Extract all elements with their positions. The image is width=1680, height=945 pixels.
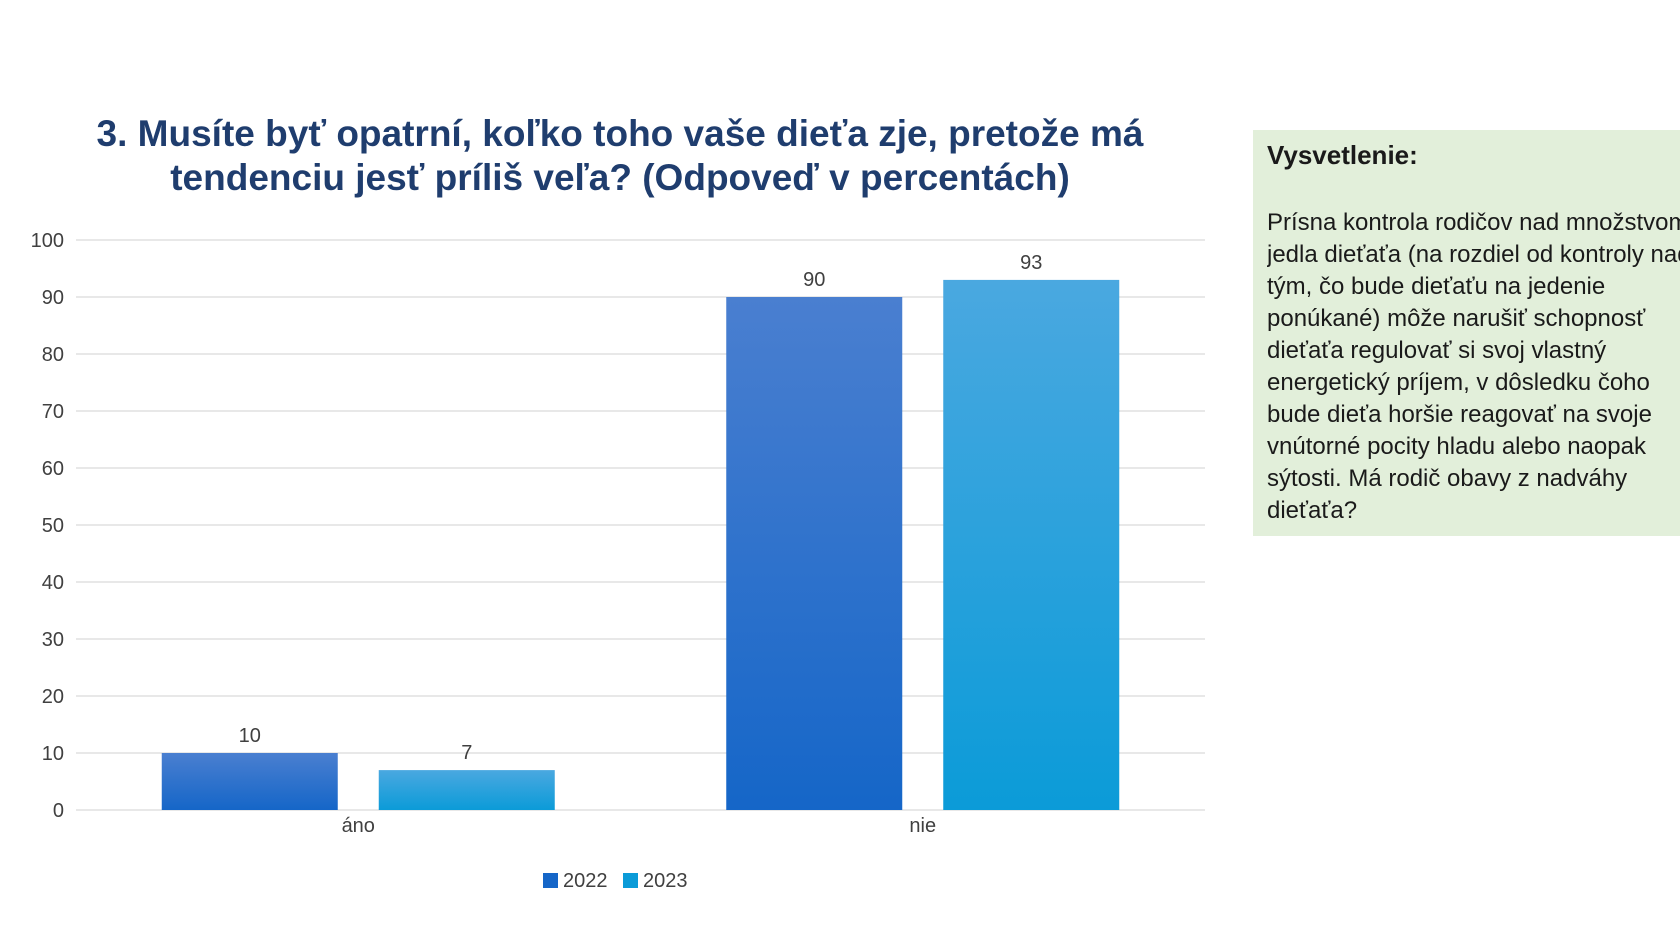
legend-swatch xyxy=(543,873,558,888)
explanation-panel: Vysvetlenie: Prísna kontrola rodičov nad… xyxy=(1253,130,1680,536)
data-label: 10 xyxy=(239,725,261,747)
bar-2022-áno xyxy=(161,753,338,810)
explanation-text: Prísna kontrola rodičov nad množstvom je… xyxy=(1267,209,1680,524)
explanation-heading: Vysvetlenie: xyxy=(1267,140,1418,170)
y-tick-label: 100 xyxy=(31,230,64,252)
data-label: 90 xyxy=(803,269,825,291)
x-category-label: áno xyxy=(342,815,375,837)
y-tick-label: 90 xyxy=(42,287,64,309)
x-category-label: nie xyxy=(909,815,936,837)
legend: 2022 2023 xyxy=(543,870,688,892)
data-labels: 10 7 90 93 xyxy=(239,252,1043,764)
x-axis-categories: áno nie xyxy=(342,815,937,837)
y-tick-label: 20 xyxy=(42,686,64,708)
y-tick-label: 30 xyxy=(42,629,64,651)
legend-label: 2022 xyxy=(563,870,608,892)
y-tick-label: 60 xyxy=(42,458,64,480)
legend-label: 2023 xyxy=(643,870,688,892)
data-label: 93 xyxy=(1020,252,1042,274)
bar-2022-nie xyxy=(726,297,903,810)
data-label: 7 xyxy=(461,742,472,764)
y-tick-label: 80 xyxy=(42,344,64,366)
bar-2023-nie xyxy=(943,279,1120,810)
bar-2023-áno xyxy=(378,770,555,810)
y-tick-label: 70 xyxy=(42,401,64,423)
y-tick-label: 50 xyxy=(42,515,64,537)
y-tick-label: 40 xyxy=(42,572,64,594)
legend-swatch xyxy=(623,873,638,888)
y-tick-label: 0 xyxy=(53,800,64,822)
chart-title: 3. Musíte byť opatrní, koľko toho vaše d… xyxy=(96,113,1144,198)
y-tick-label: 10 xyxy=(42,743,64,765)
bars xyxy=(161,279,1120,810)
y-axis-ticks: 0 10 20 30 40 50 60 70 80 90 100 xyxy=(31,230,64,822)
